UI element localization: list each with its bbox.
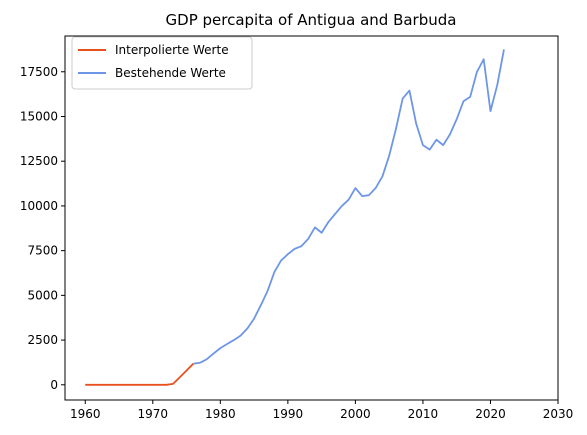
y-tick-label: 2500	[27, 333, 58, 347]
chart-title: GDP percapita of Antigua and Barbuda	[166, 11, 457, 29]
y-axis: 0 2500 5000 7500 10000 12500 15000 17500	[20, 65, 65, 392]
x-tick-label: 1960	[70, 407, 101, 421]
legend-label-existing: Bestehende Werte	[115, 66, 226, 80]
y-tick-label: 17500	[20, 65, 58, 79]
legend-box	[71, 36, 253, 90]
x-tick-label: 2010	[408, 407, 439, 421]
y-tick-label: 10000	[20, 199, 58, 213]
y-tick-label: 12500	[20, 154, 58, 168]
plot-area	[85, 49, 505, 386]
x-axis: 1960 1970 1980 1990 2000 2010 2020 2030	[70, 400, 573, 421]
axes-frame	[64, 35, 559, 401]
series-join-segment	[193, 361, 201, 365]
legend-label-interpolated: Interpolierte Werte	[115, 43, 229, 57]
y-tick-label: 0	[50, 378, 58, 392]
legend: Interpolierte Werte Bestehende Werte	[71, 36, 253, 90]
x-tick-label: 2030	[543, 407, 574, 421]
series-line-interpolated	[85, 363, 194, 386]
y-tick-label: 5000	[27, 288, 58, 302]
x-tick-label: 1990	[273, 407, 304, 421]
x-tick-label: 2020	[475, 407, 506, 421]
y-tick-label: 7500	[27, 244, 58, 258]
x-tick-label: 1970	[138, 407, 169, 421]
y-tick-label: 15000	[20, 109, 58, 123]
series-line-existing	[199, 49, 505, 364]
x-tick-label: 2000	[340, 407, 371, 421]
x-tick-label: 1980	[205, 407, 236, 421]
